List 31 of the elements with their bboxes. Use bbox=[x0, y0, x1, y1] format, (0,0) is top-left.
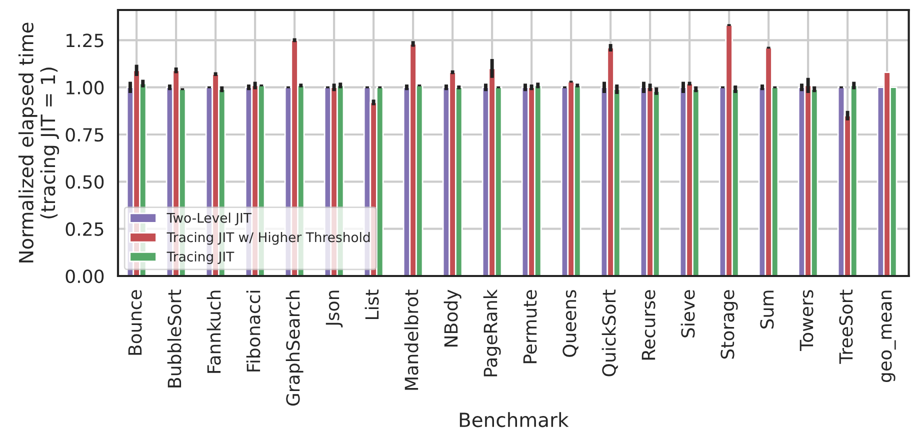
x-tick-label: List bbox=[364, 290, 379, 319]
x-tick-label: Sum bbox=[760, 290, 774, 328]
x-tick-label: Mandelbrot bbox=[404, 290, 418, 390]
y-tick-label: 1.00 bbox=[66, 80, 104, 94]
y-tick-label: 1.25 bbox=[66, 34, 104, 48]
legend-label: Tracing JIT bbox=[166, 251, 234, 264]
y-tick-label: 0.00 bbox=[66, 269, 104, 284]
x-tick-label: Storage bbox=[720, 290, 738, 359]
legend-label: Tracing JIT w/ Higher Threshold bbox=[166, 232, 370, 245]
x-tick-label: Queens bbox=[562, 290, 578, 357]
x-tick-label: Permute bbox=[523, 290, 537, 364]
x-tick-label: Fibonacci bbox=[246, 290, 260, 372]
x-tick-label: PageRank bbox=[483, 289, 501, 376]
x-tick-label: QuickSort bbox=[602, 290, 618, 376]
x-tick-label: geo_mean bbox=[881, 290, 896, 382]
x-tick-label: BubbleSort bbox=[167, 290, 182, 388]
legend-label: Two-Level JIT bbox=[166, 212, 252, 226]
y-tick-label: 0.75 bbox=[66, 128, 104, 142]
y-axis-title: Normalized elapsed time (tracing JIT = 1) bbox=[18, 22, 60, 262]
x-axis-title: Benchmark bbox=[460, 412, 569, 428]
x-tick-label: TreeSort bbox=[839, 290, 853, 364]
x-tick-label: Recurse bbox=[642, 290, 656, 360]
x-tick-label: Sieve bbox=[680, 290, 695, 338]
x-tick-label: Towers bbox=[800, 290, 814, 351]
y-tick-label: 0.50 bbox=[66, 175, 104, 189]
y-tick-label: 0.25 bbox=[66, 222, 104, 236]
x-tick-label: Json bbox=[326, 290, 343, 328]
x-tick-label: Bounce bbox=[128, 290, 142, 355]
x-tick-label: GraphSearch bbox=[286, 290, 304, 406]
x-tick-label: Fannkuch bbox=[206, 290, 221, 373]
x-tick-label: NBody bbox=[444, 290, 462, 347]
